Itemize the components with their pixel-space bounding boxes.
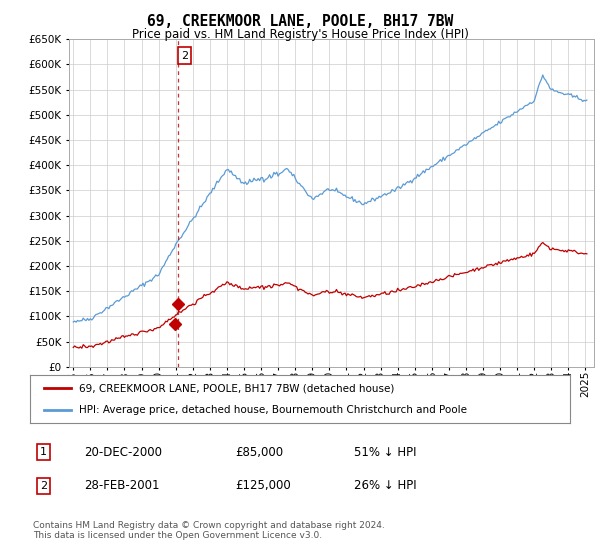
Text: 69, CREEKMOOR LANE, POOLE, BH17 7BW: 69, CREEKMOOR LANE, POOLE, BH17 7BW — [147, 14, 453, 29]
Text: 28-FEB-2001: 28-FEB-2001 — [84, 479, 160, 492]
Text: Price paid vs. HM Land Registry's House Price Index (HPI): Price paid vs. HM Land Registry's House … — [131, 28, 469, 41]
Text: HPI: Average price, detached house, Bournemouth Christchurch and Poole: HPI: Average price, detached house, Bour… — [79, 405, 467, 415]
Text: 26% ↓ HPI: 26% ↓ HPI — [354, 479, 416, 492]
Text: Contains HM Land Registry data © Crown copyright and database right 2024.
This d: Contains HM Land Registry data © Crown c… — [33, 521, 385, 540]
Text: 20-DEC-2000: 20-DEC-2000 — [84, 446, 162, 459]
Text: 51% ↓ HPI: 51% ↓ HPI — [354, 446, 416, 459]
Text: 2: 2 — [181, 50, 188, 60]
Text: 1: 1 — [40, 447, 47, 458]
Text: £125,000: £125,000 — [235, 479, 291, 492]
Text: 69, CREEKMOOR LANE, POOLE, BH17 7BW (detached house): 69, CREEKMOOR LANE, POOLE, BH17 7BW (det… — [79, 383, 394, 393]
Text: 2: 2 — [40, 480, 47, 491]
Text: £85,000: £85,000 — [235, 446, 283, 459]
